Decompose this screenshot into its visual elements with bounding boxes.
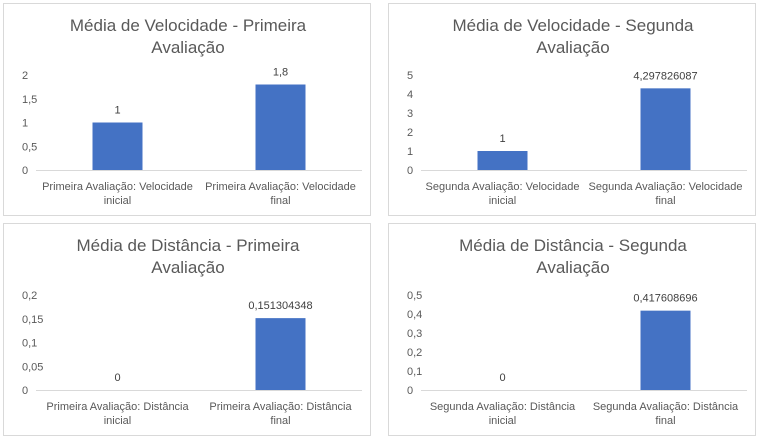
chart-title-line: Média de Distância - Primeira	[77, 236, 301, 255]
chart-title-line: Média de Velocidade - Segunda	[452, 16, 694, 35]
data-label: 1,8	[273, 67, 288, 79]
chart-title-line: Avaliação	[536, 258, 609, 277]
chart-svg: Média de Velocidade - Segunda Avaliação 0 1…	[407, 16, 747, 207]
category-label-line: Primeira Avaliação: Distância	[46, 401, 189, 413]
y-tick-label: 1,5	[22, 94, 37, 106]
y-tick-label: 0,5	[407, 290, 422, 302]
y-tick-label: 3	[407, 108, 413, 120]
category-label-line: final	[655, 195, 675, 207]
chart-panel-velocidade-segunda: Média de Velocidade - Segunda Avaliação 0 1…	[388, 3, 756, 216]
chart-title-line: Avaliação	[151, 258, 224, 277]
category-label-line: Segunda Avaliação: Velocidade	[589, 181, 743, 193]
y-tick-label: 0,2	[407, 347, 422, 359]
bar	[255, 84, 306, 170]
data-label: 0	[114, 372, 120, 384]
category-label-line: final	[270, 415, 290, 427]
category-label-line: Segunda Avaliação: Distância	[430, 401, 576, 413]
chart-title-line: Avaliação	[151, 38, 224, 57]
chart-panel-distancia-segunda: Média de Distância - Segunda Avaliação 0 0,…	[388, 223, 756, 436]
category-label-line: Primeira Avaliação: Distância	[209, 401, 352, 413]
chart-svg: Média de Velocidade - Primeira Avaliação 0…	[22, 16, 362, 207]
category-label-line: final	[270, 195, 290, 207]
chart-panel-velocidade-primeira: Média de Velocidade - Primeira Avaliação 0…	[3, 3, 371, 216]
y-tick-label: 0	[407, 385, 413, 397]
chart-title-line: Média de Distância - Segunda	[459, 236, 687, 255]
bar	[477, 151, 528, 170]
category-label-line: inicial	[104, 195, 132, 207]
y-tick-label: 4	[407, 89, 413, 101]
chart-title-line: Média de Velocidade - Primeira	[70, 16, 307, 35]
y-tick-label: 2	[22, 70, 28, 82]
chart-title-line: Avaliação	[536, 38, 609, 57]
y-tick-label: 5	[407, 70, 413, 82]
data-label: 1	[499, 133, 505, 145]
y-tick-label: 0,4	[407, 309, 422, 321]
bar	[92, 122, 143, 170]
category-label-line: Segunda Avaliação: Distância	[593, 401, 739, 413]
chart-panel-distancia-primeira: Média de Distância - Primeira Avaliação 0 0…	[3, 223, 371, 436]
chart-svg: Média de Distância - Segunda Avaliação 0 0,…	[407, 236, 747, 427]
bar	[640, 310, 691, 390]
y-tick-label: 0,2	[22, 290, 37, 302]
y-tick-label: 0,3	[407, 328, 422, 340]
category-label-line: Primeira Avaliação: Velocidade	[205, 181, 356, 193]
category-label-line: final	[655, 415, 675, 427]
y-tick-label: 0	[22, 165, 28, 177]
y-tick-label: 1	[22, 118, 28, 130]
y-tick-label: 0,1	[407, 366, 422, 378]
data-label: 1	[114, 105, 120, 117]
data-label: 0,151304348	[248, 300, 312, 312]
y-tick-label: 1	[407, 146, 413, 158]
y-tick-label: 2	[407, 127, 413, 139]
y-tick-label: 0,05	[22, 361, 43, 373]
category-label-line: inicial	[489, 195, 517, 207]
data-label: 4,297826087	[633, 70, 697, 82]
bar	[640, 88, 691, 170]
category-label-line: Segunda Avaliação: Velocidade	[426, 181, 580, 193]
y-tick-label: 0	[22, 385, 28, 397]
category-label-line: inicial	[104, 415, 132, 427]
bar	[255, 318, 306, 390]
y-tick-label: 0	[407, 165, 413, 177]
y-tick-label: 0,15	[22, 314, 43, 326]
y-tick-label: 0,1	[22, 338, 37, 350]
y-tick-label: 0,5	[22, 141, 37, 153]
data-label: 0,417608696	[633, 293, 697, 305]
chart-svg: Média de Distância - Primeira Avaliação 0 0…	[22, 236, 362, 427]
category-label-line: inicial	[489, 415, 517, 427]
data-label: 0	[499, 372, 505, 384]
category-label-line: Primeira Avaliação: Velocidade	[42, 181, 193, 193]
